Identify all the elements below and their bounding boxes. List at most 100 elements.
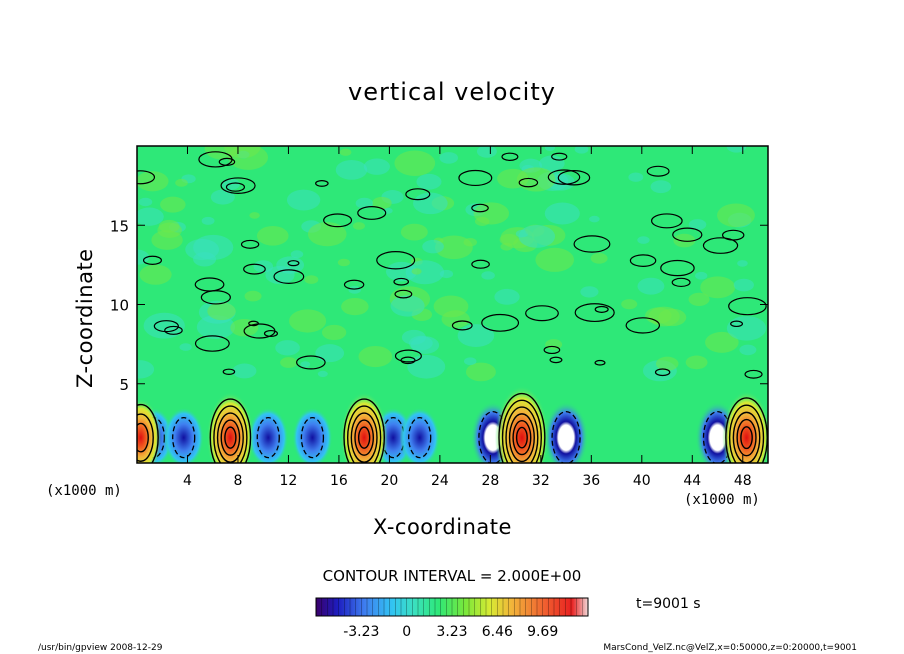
x-tick-label: 12 [280,473,298,489]
field-patch [137,360,155,379]
field-patch [315,344,345,363]
field-patch [516,167,556,192]
field-patch [390,295,425,317]
field-patch [339,148,352,156]
field-layer [137,146,768,463]
field-patch [637,277,665,295]
field-patch [655,356,679,371]
colorbar-tick-label: 3.23 [436,624,467,640]
y-axis-label: Z-coordinate [73,248,97,388]
field-patch [434,235,473,260]
field-patch [137,207,164,226]
y-tick-label: 15 [110,217,129,235]
field-patch [688,219,707,231]
contour-line [660,259,695,277]
field-patch [352,222,365,230]
contour-line-negative [408,416,432,459]
field-patch [481,271,495,280]
contour-line [725,397,768,463]
field-patch [348,285,361,294]
contour-line [400,356,416,365]
x-unit-label-left: (x1000 m) [46,483,122,499]
contour-line [557,170,591,186]
contour-line [508,413,535,463]
contour-line [505,406,539,463]
field-patch [204,146,239,160]
contour-line [220,177,256,194]
field-patch [137,249,150,265]
field-patch [494,288,520,305]
contour-line [240,239,260,249]
field-patch [535,247,575,272]
colorbar-tick-label: 9.69 [527,624,558,640]
contour-line [646,165,670,177]
colorbar-tick-label: -3.23 [343,624,379,640]
field-patch [207,302,236,321]
contour-line [357,426,371,449]
contour-interval-text: CONTOUR INTERVAL = 2.000E+00 [322,567,582,585]
field-patch [201,216,215,225]
field-patch [289,309,327,333]
downdraft-cell [292,407,333,463]
field-patch [232,363,257,379]
footer-left: /usr/bin/gpview 2008-12-29 [38,643,163,653]
footer-right: MarsCond_VelZ.nc@VelZ,x=0:50000,z=0:2000… [603,643,857,653]
contour-line [654,368,671,377]
field-patch [637,236,650,244]
field-patch [210,189,235,205]
contour-line [343,398,385,463]
contour-line [394,289,413,299]
field-patch [726,315,767,341]
field-patch [138,197,153,207]
contour-line [405,188,431,201]
contour-line-negative [551,410,581,463]
contour-line [213,405,248,463]
field-patch [518,225,556,248]
y-axis: 5 10 15 [110,217,768,394]
contour-line [525,305,559,322]
contour-line [350,412,378,463]
chart-title: vertical velocity [348,78,556,106]
field-patch [733,278,754,292]
contour-line [651,213,683,229]
field-patch [700,276,736,299]
contour-line [346,405,382,463]
colorbar-tick-label: 6.46 [482,624,513,640]
contour-line [573,235,611,253]
field-patch [628,172,644,182]
downdraft-cell [399,407,440,463]
contour-line [273,269,305,284]
field-patch [439,152,458,164]
contour-line [594,359,606,366]
contour-line [728,297,767,316]
contour-line [515,426,528,449]
downdraft-cell [163,407,204,463]
contour-line [736,418,757,457]
colorbar-divisions [321,598,583,616]
field-patch [372,196,392,210]
contour-line [501,152,519,161]
contour-line [220,419,241,456]
x-tick-label: 4 [183,473,192,489]
field-patch [280,357,298,368]
contour-line [354,419,375,456]
contour-line-negative [300,416,325,459]
field-patch [473,202,510,225]
field-patch [394,150,436,176]
field-patch [290,250,304,259]
contour-line [222,368,236,375]
contour-line [547,169,581,185]
x-tick-label: 20 [380,473,398,489]
contour-line [216,412,244,463]
field-patch [589,215,600,223]
field-patch [304,275,319,284]
contour-line [137,170,156,185]
contour-line [153,320,179,333]
field-patch [256,225,289,246]
field-patch [545,339,563,350]
field-patch [737,260,748,267]
contour-line [629,254,657,267]
field-patch [358,345,393,368]
contour-line [481,313,520,332]
contour-line-negative [172,416,196,459]
